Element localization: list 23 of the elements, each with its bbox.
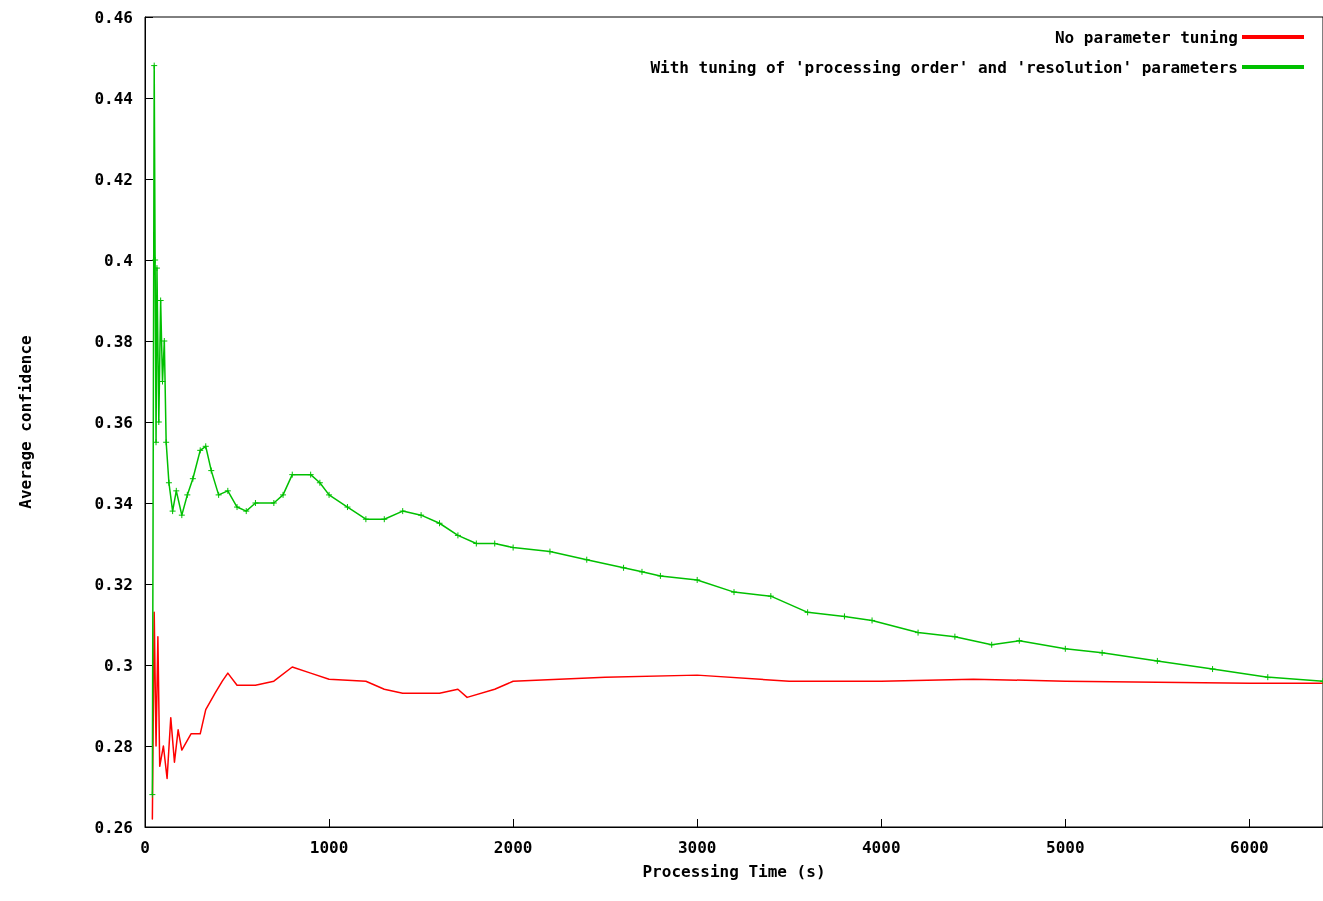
legend-label: With tuning of 'processing order' and 'resolution' parameters: [650, 57, 1238, 77]
y-tick-label: 0.26: [94, 817, 133, 837]
y-tick-label: 0.4: [104, 250, 133, 270]
y-tick-label: 0.38: [94, 331, 133, 351]
y-tick-label: 0.28: [94, 736, 133, 756]
x-tick-label: 5000: [1046, 837, 1085, 857]
y-tick-label: 0.36: [94, 412, 133, 432]
x-tick-label: 0: [140, 837, 150, 857]
y-tick-label: 0.46: [94, 7, 133, 27]
y-tick-label: 0.34: [94, 493, 133, 513]
y-tick-label: 0.3: [104, 655, 133, 675]
y-tick-label: 0.42: [94, 169, 133, 189]
y-tick-label: 0.32: [94, 574, 133, 594]
y-tick-label: 0.44: [94, 88, 133, 108]
y-axis-title: Average confidence: [15, 335, 35, 509]
legend-label: No parameter tuning: [1054, 27, 1238, 47]
x-tick-label: 2000: [493, 837, 533, 857]
x-axis-title: Processing Time (s): [642, 861, 826, 881]
x-tick-label: 6000: [1230, 837, 1269, 857]
x-tick-label: 4000: [861, 837, 901, 857]
x-tick-label: 1000: [309, 837, 349, 857]
x-tick-label: 3000: [677, 837, 717, 857]
line-series: [151, 611, 1323, 820]
